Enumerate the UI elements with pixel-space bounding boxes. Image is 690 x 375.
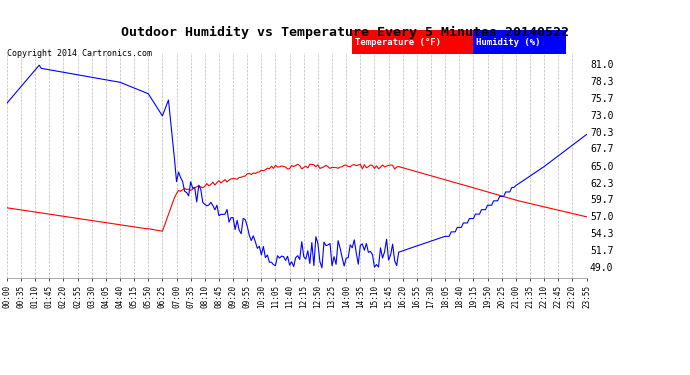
Text: 65.0: 65.0 — [590, 162, 613, 172]
Text: 81.0: 81.0 — [590, 60, 613, 70]
Text: Temperature (°F): Temperature (°F) — [355, 38, 442, 47]
Text: 78.3: 78.3 — [590, 77, 613, 87]
Text: Copyright 2014 Cartronics.com: Copyright 2014 Cartronics.com — [7, 49, 152, 58]
Text: Humidity (%): Humidity (%) — [476, 38, 540, 47]
Text: Outdoor Humidity vs Temperature Every 5 Minutes 20140522: Outdoor Humidity vs Temperature Every 5 … — [121, 26, 569, 39]
Text: 62.3: 62.3 — [590, 179, 613, 189]
Text: 49.0: 49.0 — [590, 263, 613, 273]
Text: 54.3: 54.3 — [590, 230, 613, 239]
Text: 67.7: 67.7 — [590, 144, 613, 154]
Text: 75.7: 75.7 — [590, 94, 613, 104]
Text: 70.3: 70.3 — [590, 128, 613, 138]
Text: 57.0: 57.0 — [590, 212, 613, 222]
Text: 51.7: 51.7 — [590, 246, 613, 256]
Text: 59.7: 59.7 — [590, 195, 613, 205]
Text: 73.0: 73.0 — [590, 111, 613, 121]
